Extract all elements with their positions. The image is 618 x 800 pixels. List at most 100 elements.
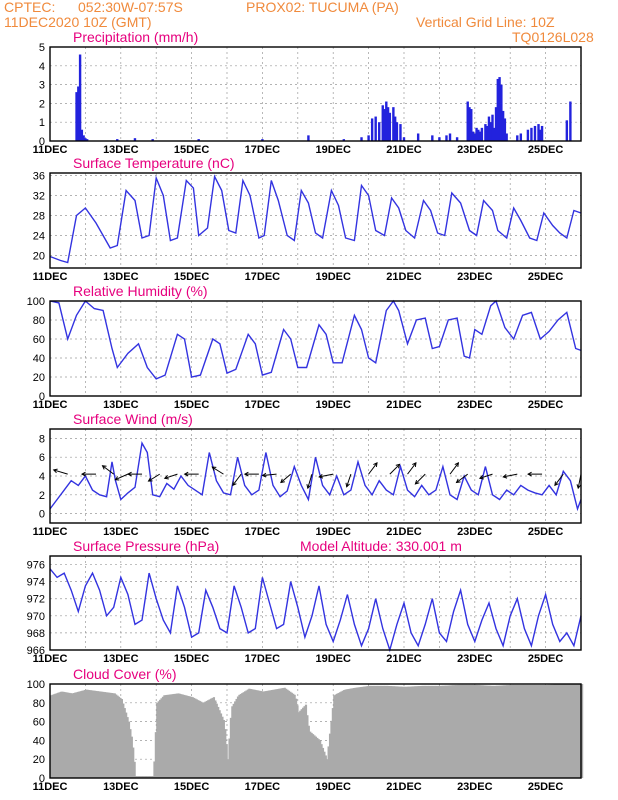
- wind-vector-head: [576, 484, 582, 490]
- pressure-title: Surface Pressure (hPa): [73, 538, 219, 554]
- cloud-column: [537, 684, 540, 778]
- cloud-column: [208, 699, 211, 778]
- cloud-column: [365, 686, 368, 778]
- precip-bar: [151, 139, 154, 141]
- datetime-label: 11DEC2020 10Z (GMT): [4, 14, 152, 30]
- cloud-column: [517, 684, 520, 778]
- cloud-column: [456, 684, 459, 778]
- cloud-column: [545, 684, 548, 778]
- cloud-column: [504, 685, 507, 778]
- precip-bar: [537, 124, 540, 141]
- cloud-column: [564, 684, 567, 778]
- cloud-column: [160, 698, 163, 778]
- cloud-column: [62, 691, 65, 778]
- wind-vector: [346, 473, 352, 487]
- rh-xtick-label: 19DEC: [315, 399, 351, 411]
- cloud-column: [493, 685, 496, 778]
- cloud-column: [539, 684, 543, 778]
- wind-vector: [415, 473, 426, 485]
- cloud-column: [429, 685, 432, 778]
- cloud-column: [420, 685, 424, 778]
- cloud-column: [368, 685, 371, 778]
- cloud-column: [561, 684, 564, 778]
- cloud-column: [166, 694, 169, 778]
- cloud-column: [241, 693, 244, 778]
- wind-vector-head: [163, 475, 169, 480]
- cloud-column: [248, 688, 251, 778]
- cloud-column: [180, 694, 183, 778]
- precip-bar: [475, 127, 478, 141]
- cloud-xtick-label: 19DEC: [315, 781, 351, 793]
- cloud-column: [395, 686, 398, 778]
- cloud-column: [117, 696, 121, 778]
- cloud-column: [229, 717, 233, 778]
- pressure-xtick-label: 11DEC: [33, 653, 68, 665]
- precip-bar: [367, 135, 370, 141]
- cloud-column: [112, 693, 115, 778]
- wind-vector: [554, 473, 564, 486]
- cloud-column: [510, 684, 513, 778]
- cloud-column: [344, 689, 347, 778]
- rh-xtick-label: 11DEC: [33, 399, 68, 411]
- cloud-column: [144, 776, 148, 778]
- cloud-column: [480, 685, 483, 778]
- cloud-column: [65, 692, 68, 778]
- cloud-column: [498, 685, 502, 778]
- cloud-column: [178, 693, 182, 778]
- cloud-column: [243, 691, 247, 778]
- wind-xtick-label: 25DEC: [528, 526, 564, 538]
- cloud-column: [463, 684, 466, 778]
- precip-bar: [80, 129, 84, 141]
- cloud-column: [413, 686, 417, 778]
- wind-vector: [479, 473, 493, 479]
- wind-xtick-label: 13DEC: [103, 526, 139, 538]
- wind-vector-head: [395, 463, 401, 469]
- cloud-column: [76, 691, 80, 778]
- cloud-column: [514, 684, 517, 778]
- cloud-column: [181, 694, 184, 778]
- temp-xtick-label: 11DEC: [33, 271, 68, 283]
- cloud-column: [522, 684, 526, 778]
- cloud-column: [289, 691, 292, 778]
- cloud-column: [338, 692, 342, 778]
- cloud-column: [185, 695, 189, 778]
- cloud-column: [276, 689, 279, 778]
- cloud-column: [313, 735, 316, 778]
- wind-vector: [102, 465, 115, 475]
- wind-vector-head: [101, 465, 107, 470]
- cloud-column: [219, 713, 223, 778]
- cloud-column: [71, 693, 74, 778]
- precip-bar: [516, 135, 519, 141]
- cloud-column: [422, 685, 425, 778]
- cloud-column: [156, 702, 159, 778]
- precip-bar: [473, 133, 476, 141]
- wind-vector-head: [261, 472, 267, 478]
- cloud-column: [198, 700, 201, 778]
- wind-vector-head: [454, 462, 460, 467]
- precip-bar: [370, 118, 374, 141]
- wind-vector-head: [502, 474, 508, 479]
- cloud-column: [470, 684, 473, 778]
- cloud-column: [234, 701, 237, 778]
- cloud-column: [566, 684, 570, 778]
- cloud-column: [558, 684, 561, 778]
- cloud-column: [140, 776, 143, 778]
- pressure-xtick-label: 21DEC: [386, 653, 422, 665]
- cloud-column: [541, 684, 544, 778]
- cloud-column: [249, 688, 252, 778]
- cloud-column: [374, 685, 377, 778]
- precip-ytick-label: 5: [39, 42, 45, 54]
- cloud-column: [565, 684, 568, 778]
- precip-bar: [477, 129, 480, 141]
- pressure-ytick-label: 966: [27, 645, 45, 657]
- wind-vector-head: [147, 477, 153, 482]
- wind-vector: [232, 473, 242, 486]
- cloud-column: [58, 692, 61, 778]
- cloud-column: [214, 700, 217, 778]
- precip-bar: [393, 116, 397, 141]
- cloud-column: [513, 684, 516, 778]
- cloud-column: [371, 685, 374, 778]
- temp-xtick-label: 19DEC: [315, 271, 351, 283]
- cloud-column: [129, 729, 132, 778]
- cloud-column: [164, 695, 167, 778]
